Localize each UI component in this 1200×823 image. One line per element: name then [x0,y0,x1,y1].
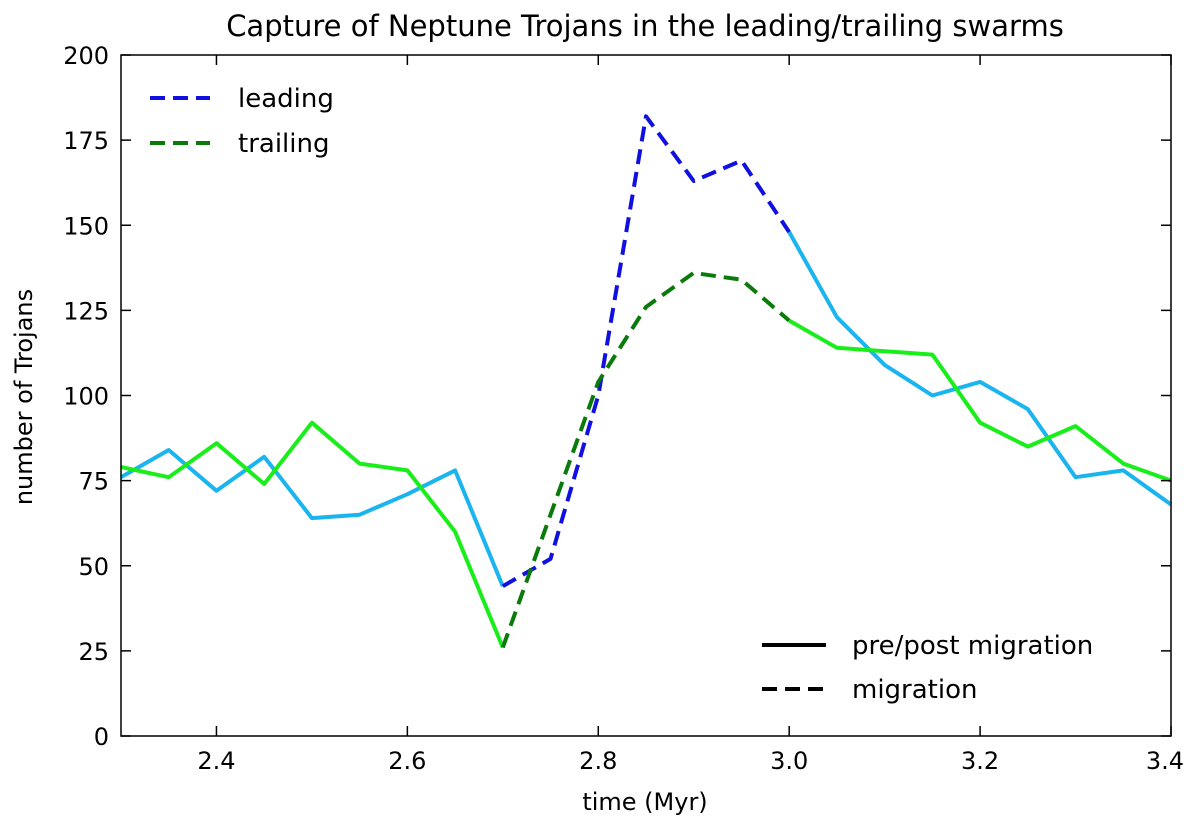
y-tick-label-75: 75 [78,468,109,496]
y-tick-label-150: 150 [63,212,109,240]
axes-layer: 2.4 2.6 2.8 3.0 3.2 3.4 0 25 50 75 100 125 150 175 200 [63,42,1184,775]
legend-label-leading: leading [238,84,334,114]
series-trailing-solid-line-0 [120,420,505,649]
legend-label-migration: migration [852,675,977,705]
legend-layer: leading trailing pre/post migration migrati… [150,84,1093,705]
series-leading-solid-line-2 [787,231,1173,507]
legend-label-pre-post-migration: pre/post migration [852,631,1093,661]
y-tick-label-125: 125 [63,297,109,325]
y-tick-label-175: 175 [63,127,109,155]
series-leading-dashed-line-1 [501,114,791,588]
x-tick-label-2.8: 2.8 [579,747,617,775]
y-axis-label: number of Trojans [10,289,38,505]
x-axis-label: time (Myr) [582,788,707,816]
x-tick-label-2.6: 2.6 [388,747,426,775]
x-tick-label-3.4: 3.4 [1146,747,1184,775]
series-trailing-dashed-line-1 [500,270,791,649]
y-tick-label-0: 0 [94,723,109,751]
x-tick-label-3.2: 3.2 [961,747,999,775]
y-tick-label-100: 100 [63,383,109,411]
y-tick-label-25: 25 [78,638,109,666]
y-tick-label-200: 200 [63,42,109,70]
x-tick-label-2.4: 2.4 [197,747,235,775]
chart-title: Capture of Neptune Trojans in the leadin… [226,9,1064,43]
y-tick-label-50: 50 [78,553,109,581]
series-trailing-solid-line-2 [788,318,1172,483]
series-layer [120,114,1173,649]
x-tick-label-3.0: 3.0 [770,747,808,775]
legend-label-trailing: trailing [238,129,329,159]
